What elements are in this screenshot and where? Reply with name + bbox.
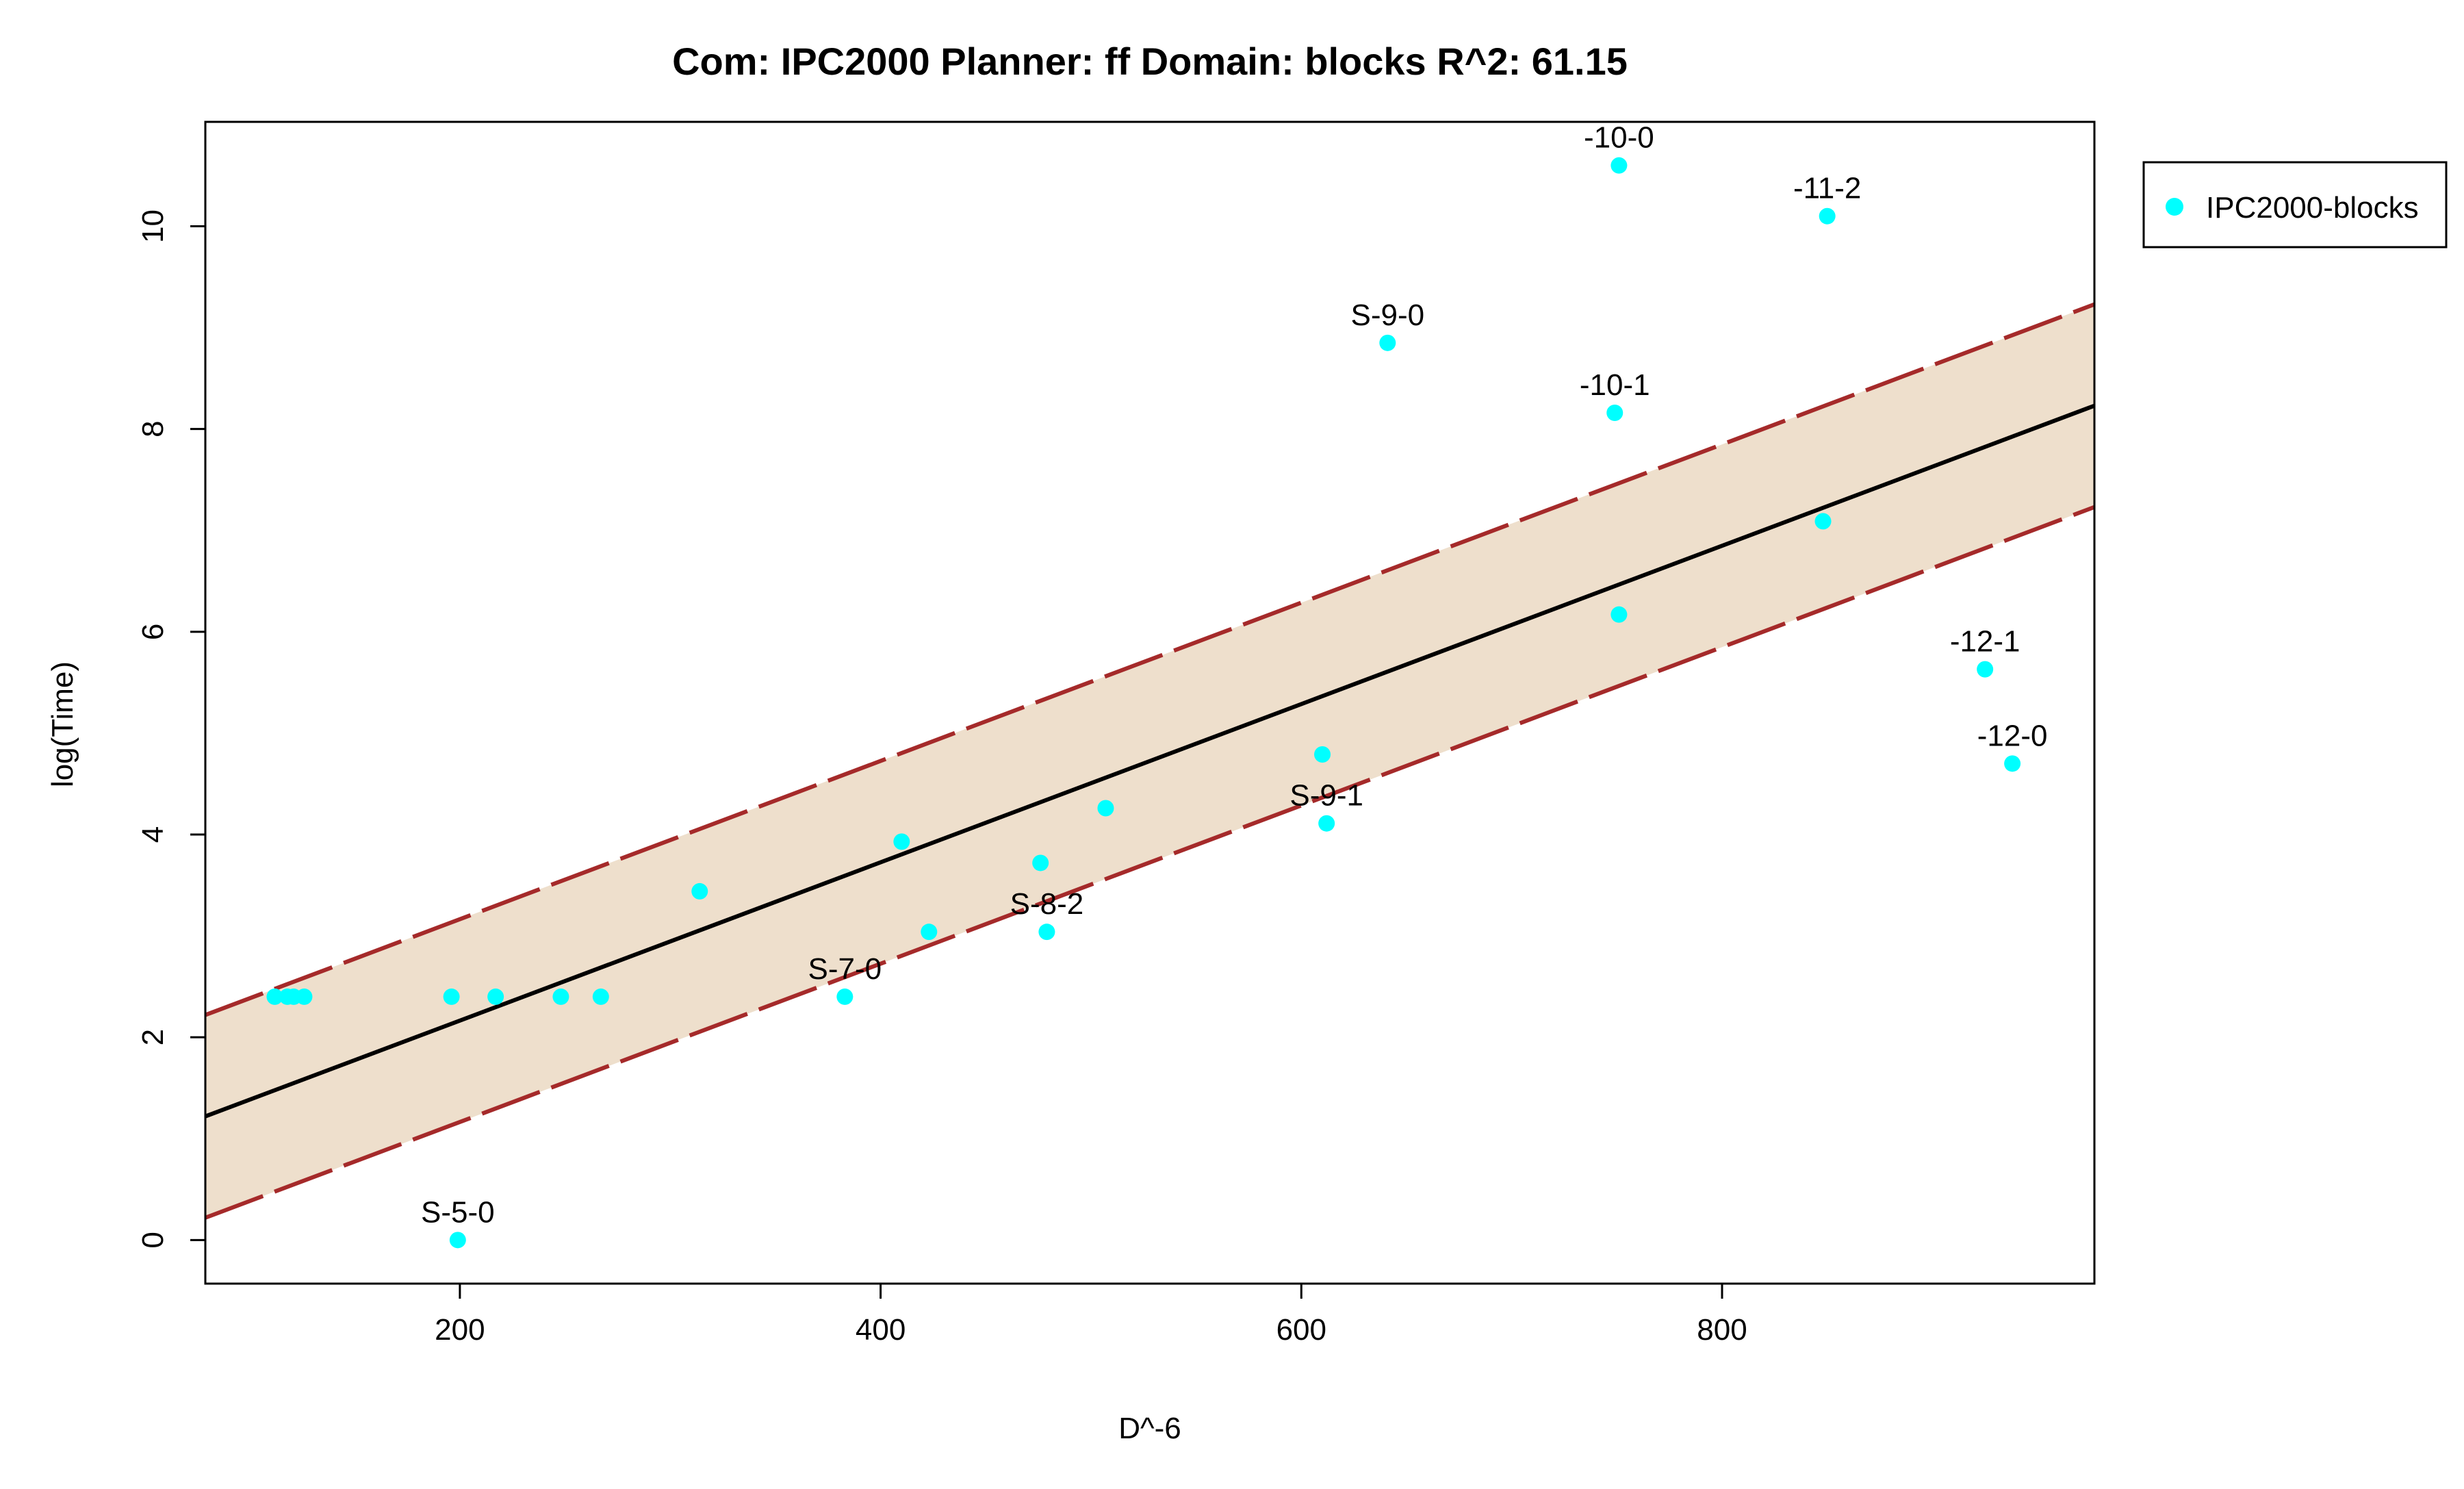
x-tick-label: 800 [1697,1313,1747,1347]
point-label: -12-0 [1977,719,2048,752]
data-point [296,988,313,1005]
legend-marker [2166,198,2183,216]
y-tick-label: 4 [136,826,170,843]
point-label: S-8-2 [1010,887,1084,921]
x-tick-label: 600 [1276,1313,1326,1347]
legend: IPC2000-blocks [2142,161,2448,249]
data-point [2004,755,2021,772]
y-tick-label: 8 [136,420,170,437]
data-point [691,882,708,900]
upper-band-line [204,302,2096,1017]
x-tick-label: 400 [856,1313,906,1347]
data-point [592,988,609,1005]
data-point [1610,606,1628,623]
data-point [1606,404,1624,421]
regression-line [204,403,2096,1119]
data-point [552,988,569,1005]
lower-band-line [204,505,2096,1220]
chart-title: Com: IPC2000 Planner: ff Domain: blocks … [672,40,1628,83]
point-label: -12-1 [1950,625,2020,659]
y-tick-label: 0 [136,1232,170,1248]
point-label: S-9-1 [1289,779,1363,813]
legend-box [2142,161,2448,249]
point-labels: S-5-0 S-7-0 S-8-2 S-9-1 S-9-0 -10-1 -10-0 -11-2… [421,121,2047,1230]
data-point [1032,854,1049,871]
data-point [1314,746,1331,763]
point-label: S-7-0 [808,952,882,986]
data-point [266,988,283,1005]
x-axis: 200 400 600 800 [435,1282,1747,1347]
y-tick-label: 2 [136,1029,170,1045]
data-point [449,1232,466,1249]
y-axis-label: log(Time) [46,661,79,787]
point-label: S-9-0 [1351,298,1425,332]
x-axis-label: D^-6 [1118,1412,1181,1445]
point-label: -10-0 [1584,121,1654,155]
y-tick-label: 10 [136,209,170,243]
data-points [266,157,2021,1249]
point-label: S-5-0 [421,1195,495,1229]
data-point [1819,207,1836,225]
point-label: -10-1 [1580,368,1650,402]
data-point [1977,661,1994,678]
y-axis: 0 2 4 6 8 10 [136,209,207,1249]
data-point [1379,334,1396,351]
data-point [1318,815,1335,832]
legend-label: IPC2000-blocks [2206,191,2419,225]
data-point [1610,157,1628,174]
data-point [1097,800,1114,817]
data-point [487,988,504,1005]
data-point [443,988,460,1005]
data-point [921,924,938,941]
x-tick-label: 200 [435,1313,485,1347]
data-point [1814,513,1832,530]
y-tick-label: 6 [136,624,170,640]
data-point [893,833,910,850]
point-label: -11-2 [1793,172,1861,205]
data-point [1038,924,1055,941]
data-point [836,988,854,1005]
